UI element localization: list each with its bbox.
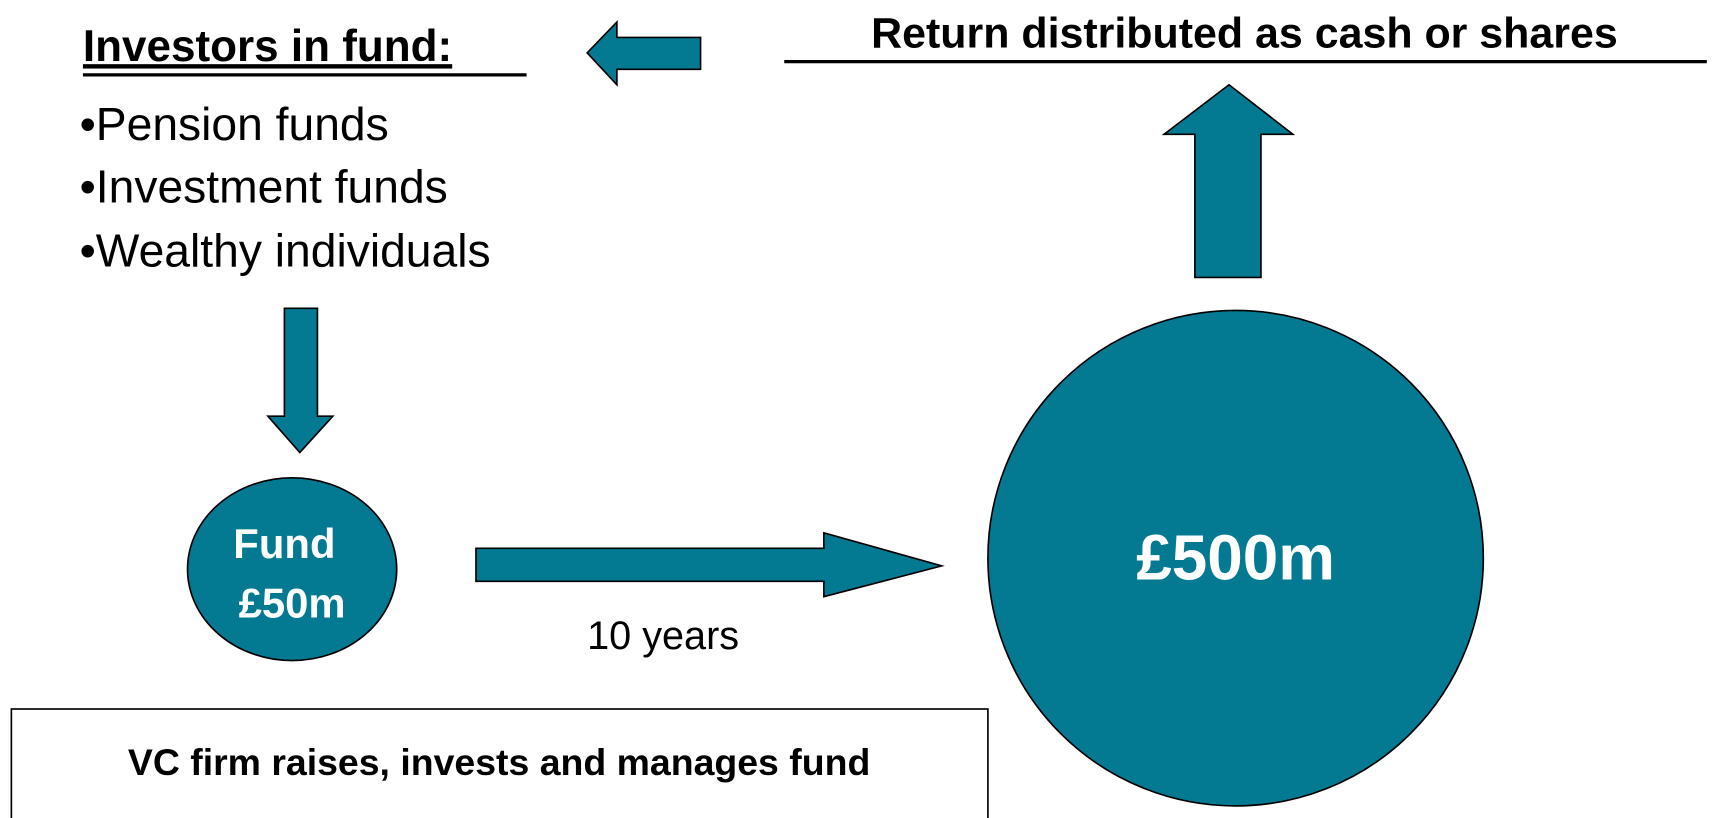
investor-item: •Investment funds (80, 161, 448, 213)
result-amount: £500m (1136, 521, 1335, 593)
investor-item: •Pension funds (80, 98, 389, 150)
duration-label: 10 years (587, 614, 739, 658)
footer-text: VC firm raises, invests and manages fund (128, 741, 870, 783)
investor-item: •Wealthy individuals (80, 225, 491, 277)
arrow-up (1161, 83, 1296, 279)
return-title: Return distributed as cash or shares (871, 10, 1618, 58)
fund-amount: £50m (239, 580, 346, 627)
arrow-down (266, 307, 335, 454)
arrow-right (475, 531, 945, 598)
result-circle (987, 309, 1485, 807)
arrow-left (586, 19, 702, 87)
fund-label: Fund (233, 520, 335, 567)
footer-box (10, 708, 989, 818)
fund-circle (186, 476, 398, 662)
investors-title: Investors in fund: (83, 22, 452, 71)
